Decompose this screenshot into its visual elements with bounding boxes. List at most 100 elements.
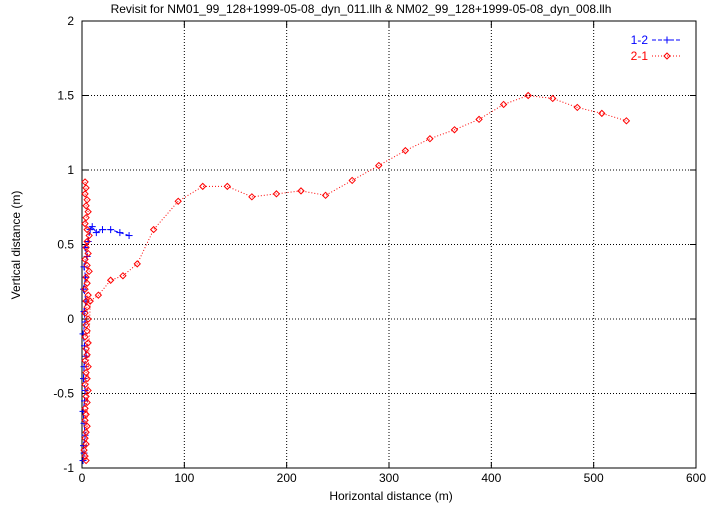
data-point [450, 126, 459, 134]
data-point [83, 351, 91, 359]
y-ticks: -1 -0.5 0 0.5 1 1.5 2 [53, 14, 696, 475]
y-tick-label: -1 [63, 461, 74, 475]
data-point [81, 333, 89, 341]
data-point [82, 243, 90, 252]
data-point [84, 315, 92, 323]
data-point [401, 146, 410, 155]
grid-lines [82, 21, 696, 468]
y-tick-label: 0 [67, 312, 74, 326]
y-tick-label: 1.5 [57, 89, 74, 103]
data-point [82, 184, 90, 192]
data-point [174, 197, 182, 205]
data-point [84, 249, 92, 258]
data-point [86, 297, 94, 305]
data-point [82, 321, 90, 329]
data-point [524, 91, 532, 100]
x-tick-label: 500 [584, 471, 604, 485]
data-point [125, 232, 133, 240]
data-point [116, 229, 124, 237]
data-point [81, 357, 89, 365]
y-tick-label: -0.5 [53, 387, 74, 401]
data-point [82, 202, 90, 210]
legend-label-1: 1-2 [631, 33, 649, 47]
data-point [107, 226, 115, 234]
data-point [149, 225, 158, 234]
x-tick-label: 0 [79, 471, 86, 485]
data-point [426, 135, 434, 143]
data-point [81, 190, 89, 198]
data-point [321, 191, 330, 200]
data-point [83, 327, 91, 335]
data-point [81, 309, 89, 317]
data-point [106, 276, 115, 284]
data-point [475, 115, 483, 124]
data-point [622, 117, 631, 125]
data-point [375, 161, 383, 170]
data-point [82, 456, 90, 465]
series-group [79, 91, 631, 465]
data-point [82, 345, 90, 353]
data-point [83, 279, 91, 287]
x-tick-label: 100 [174, 471, 194, 485]
data-point [81, 380, 89, 389]
data-point [88, 223, 96, 231]
data-point [82, 273, 90, 281]
data-point [81, 255, 89, 264]
data-point [92, 229, 100, 237]
data-point [81, 342, 89, 350]
x-axis-label: Horizontal distance (m) [329, 489, 452, 503]
legend-marker-2 [663, 52, 671, 60]
data-point [85, 231, 93, 240]
data-point [81, 219, 89, 228]
data-point [80, 446, 88, 454]
data-point [81, 285, 89, 293]
data-point [297, 187, 305, 195]
data-point [83, 374, 91, 383]
data-point [133, 260, 141, 268]
x-tick-label: 400 [481, 471, 501, 485]
data-point [82, 428, 90, 436]
data-point [573, 103, 582, 112]
data-point [81, 416, 89, 425]
data-point [248, 193, 256, 201]
data-point [84, 291, 92, 299]
data-point [83, 225, 91, 234]
y-tick-label: 0.5 [57, 238, 74, 252]
data-point [82, 410, 90, 419]
series-line [83, 94, 627, 461]
legend-marker-1 [663, 36, 671, 44]
x-tick-label: 200 [277, 471, 297, 485]
data-point [82, 213, 90, 222]
chart-title: Revisit for NM01_99_128+1999-05-08_dyn_0… [111, 2, 612, 16]
data-point [81, 404, 89, 413]
data-point [84, 339, 92, 347]
data-point [80, 419, 88, 427]
data-point [83, 237, 91, 246]
data-point [223, 182, 232, 191]
plot-frame [81, 20, 697, 469]
y-tick-label: 1 [67, 163, 74, 177]
data-point [81, 178, 89, 186]
data-point [83, 422, 91, 430]
x-ticks: 0 100 200 300 400 500 600 [79, 21, 706, 485]
data-point [80, 363, 88, 371]
data-point [549, 94, 557, 103]
data-point [119, 272, 127, 280]
data-point [80, 285, 88, 293]
series-two-one [80, 91, 631, 465]
data-point [83, 261, 91, 270]
legend: 1-22-1 [631, 33, 682, 63]
data-point [272, 190, 281, 198]
y-tick-label: 2 [67, 14, 74, 28]
data-point [82, 440, 90, 448]
data-point [499, 100, 508, 109]
data-point [82, 392, 90, 401]
x-tick-label: 600 [686, 471, 706, 485]
data-point [81, 434, 89, 442]
data-point [84, 386, 92, 395]
y-axis-label: Vertical distance (m) [9, 191, 23, 300]
data-point [80, 263, 88, 271]
data-point [83, 303, 91, 311]
